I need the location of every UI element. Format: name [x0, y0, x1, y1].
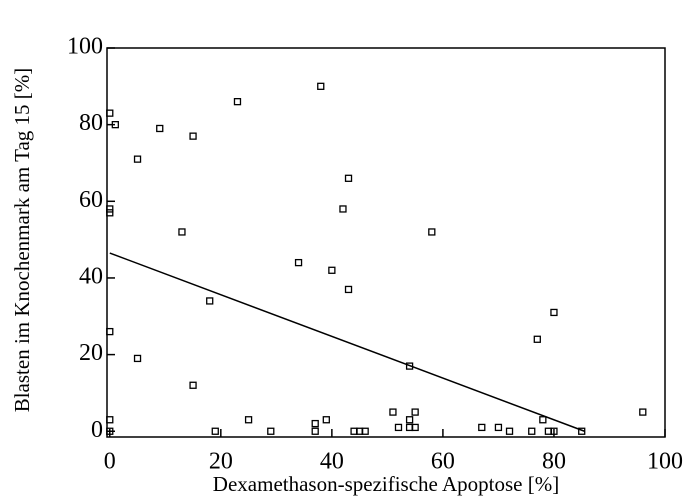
point [428, 228, 436, 236]
point [156, 124, 164, 133]
point [505, 427, 514, 435]
point [478, 423, 486, 432]
point [494, 423, 503, 432]
point [528, 427, 536, 435]
x-tick-label: 40 [320, 449, 344, 475]
point [106, 416, 114, 424]
point [178, 228, 186, 236]
x-tick-label: 100 [647, 449, 683, 475]
point [189, 132, 197, 140]
point [344, 285, 353, 294]
point [106, 209, 114, 217]
trend-line [109, 252, 585, 432]
point [111, 121, 119, 129]
point [344, 174, 353, 182]
point [311, 419, 319, 428]
point [639, 408, 647, 416]
x-tick-label: 20 [209, 449, 233, 475]
plot-frame [106, 47, 666, 438]
point [106, 205, 114, 213]
point [206, 297, 214, 305]
y-tick-label: 80 [79, 110, 103, 136]
x-tick-label: 60 [431, 449, 455, 475]
point [211, 427, 219, 435]
point [411, 423, 419, 432]
x-tick-label: 80 [542, 449, 566, 475]
y-tick-label: 40 [79, 263, 103, 289]
point [411, 408, 419, 416]
point [106, 327, 114, 336]
y-tick-label: 20 [79, 340, 103, 366]
point [339, 205, 347, 213]
point [322, 416, 330, 424]
point [133, 155, 142, 163]
point [539, 416, 547, 424]
point [550, 308, 558, 317]
point [578, 427, 586, 435]
point [294, 258, 303, 267]
point [394, 423, 403, 432]
point [328, 266, 336, 274]
point [133, 354, 142, 363]
y-axis-label: Blasten im Knochenmark am Tag 15 [%] [10, 68, 34, 413]
point [233, 98, 242, 106]
y-tick-label: 100 [67, 34, 103, 60]
point [405, 416, 414, 424]
point [389, 408, 397, 416]
point [550, 427, 558, 435]
point [106, 109, 114, 117]
point [317, 82, 325, 90]
point [533, 335, 541, 343]
point [267, 427, 275, 435]
y-tick-label: 0 [91, 417, 103, 443]
point [189, 381, 197, 389]
y-tick-label: 60 [79, 187, 103, 213]
x-axis-label: Dexamethason-spezifische Apoptose [%] [213, 472, 559, 496]
point [311, 427, 319, 435]
point [106, 427, 114, 435]
point [244, 416, 253, 424]
x-tick-label: 0 [104, 449, 116, 475]
point [361, 427, 369, 435]
